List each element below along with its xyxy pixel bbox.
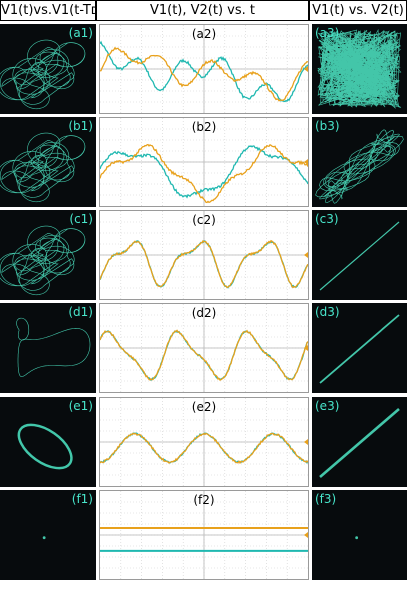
v1-trace: [100, 239, 308, 289]
panel-label: (c3): [315, 212, 339, 226]
marker-icon: [304, 66, 308, 72]
marker-icon: [304, 159, 308, 165]
v1-trace: [100, 329, 308, 381]
xy-trace: [315, 129, 404, 204]
panel-label: (f2): [193, 493, 215, 507]
attractor-trace: [0, 39, 86, 110]
panel-label: (e3): [315, 399, 340, 413]
v1-trace: [100, 432, 308, 465]
xy-trace: [317, 29, 402, 109]
xy-plot-panel: (c3): [312, 210, 407, 300]
panel-label: (b2): [191, 120, 217, 134]
panel-label: (e2): [191, 400, 217, 414]
panel-label: (b1): [68, 119, 93, 133]
attractor-trace: [17, 423, 73, 470]
attractor-trace: [0, 132, 86, 203]
marker-icon: [304, 345, 308, 351]
delay-plot-panel: (a1): [0, 24, 96, 114]
delay-plot-panel: (c1): [0, 210, 96, 300]
delay-plot-panel: (e1): [0, 397, 96, 487]
panel-label: (d1): [68, 305, 93, 319]
panel-label: (b3): [315, 119, 340, 133]
panel-label: (e1): [68, 399, 93, 413]
time-series-panel: (c2): [99, 210, 309, 300]
v2-trace: [100, 40, 308, 103]
panel-label: (a2): [191, 27, 217, 41]
header-left: V1(t)vs.V1(t-Tᴅ): [0, 0, 96, 21]
xy-trace: [319, 408, 400, 478]
marker-icon: [304, 252, 308, 258]
attractor-trace: [42, 536, 46, 540]
marker-icon: [304, 532, 308, 538]
xy-plot-panel: (d3): [312, 303, 407, 393]
panel-label: (d3): [315, 305, 340, 319]
xy-trace: [319, 314, 400, 384]
header-mid: V1(t), V2(t) vs. t: [96, 0, 309, 21]
panel-label: (a1): [68, 26, 93, 40]
xy-trace: [355, 536, 359, 540]
xy-plot-panel: (a3): [312, 24, 407, 114]
delay-plot-panel: (b1): [0, 117, 96, 207]
panel-label: (a3): [315, 26, 340, 40]
time-series-panel: (d2): [99, 303, 309, 393]
panel-label: (c1): [69, 212, 93, 226]
header-right: V1(t) vs. V2(t): [309, 0, 407, 21]
xy-trace: [319, 221, 400, 291]
v1-trace: [100, 46, 308, 102]
xy-plot-panel: (b3): [312, 117, 407, 207]
time-series-panel: (a2): [99, 24, 309, 114]
time-series-panel: (e2): [99, 397, 309, 487]
marker-icon: [304, 439, 308, 445]
v1-trace: [100, 143, 308, 204]
time-series-panel: (f2): [99, 490, 309, 580]
xy-plot-panel: (f3): [312, 490, 407, 580]
panel-label: (c2): [192, 213, 216, 227]
panel-label: (f3): [315, 492, 337, 506]
delay-plot-panel: (d1): [0, 303, 96, 393]
attractor-trace: [0, 225, 86, 296]
time-series-panel: (b2): [99, 117, 309, 207]
panel-label: (d2): [191, 306, 217, 320]
panel-label: (f1): [71, 492, 93, 506]
xy-plot-panel: (e3): [312, 397, 407, 487]
attractor-trace: [16, 317, 91, 378]
delay-plot-panel: (f1): [0, 490, 96, 580]
